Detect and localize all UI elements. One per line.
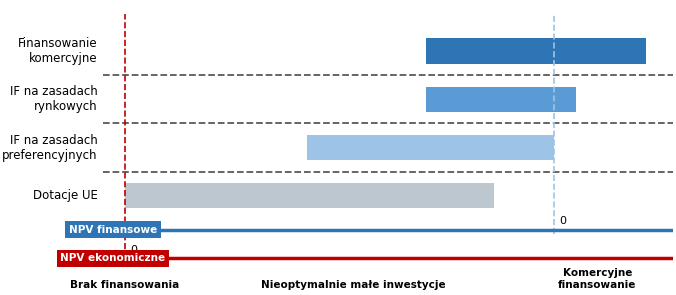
Text: Komercyjne
finansowanie: Komercyjne finansowanie <box>558 268 636 290</box>
Text: NPV ekonomiczne: NPV ekonomiczne <box>60 253 166 263</box>
Bar <box>307 135 554 160</box>
Text: NPV finansowe: NPV finansowe <box>69 224 157 235</box>
Bar <box>427 38 646 63</box>
Text: Dotacje UE: Dotacje UE <box>33 189 98 202</box>
Text: Finansowanie
komercyjne: Finansowanie komercyjne <box>18 37 98 65</box>
Text: Nieoptymalnie małe inwestycje: Nieoptymalnie małe inwestycje <box>261 280 445 290</box>
Bar <box>125 183 494 208</box>
Bar <box>427 87 575 112</box>
Text: 0: 0 <box>130 245 137 255</box>
Text: IF na zasadach
preferencyjnych: IF na zasadach preferencyjnych <box>2 134 98 161</box>
Text: Brak finansowania: Brak finansowania <box>70 280 180 290</box>
Text: 0: 0 <box>559 216 566 226</box>
Text: IF na zasadach
rynkowych: IF na zasadach rynkowych <box>10 85 98 113</box>
